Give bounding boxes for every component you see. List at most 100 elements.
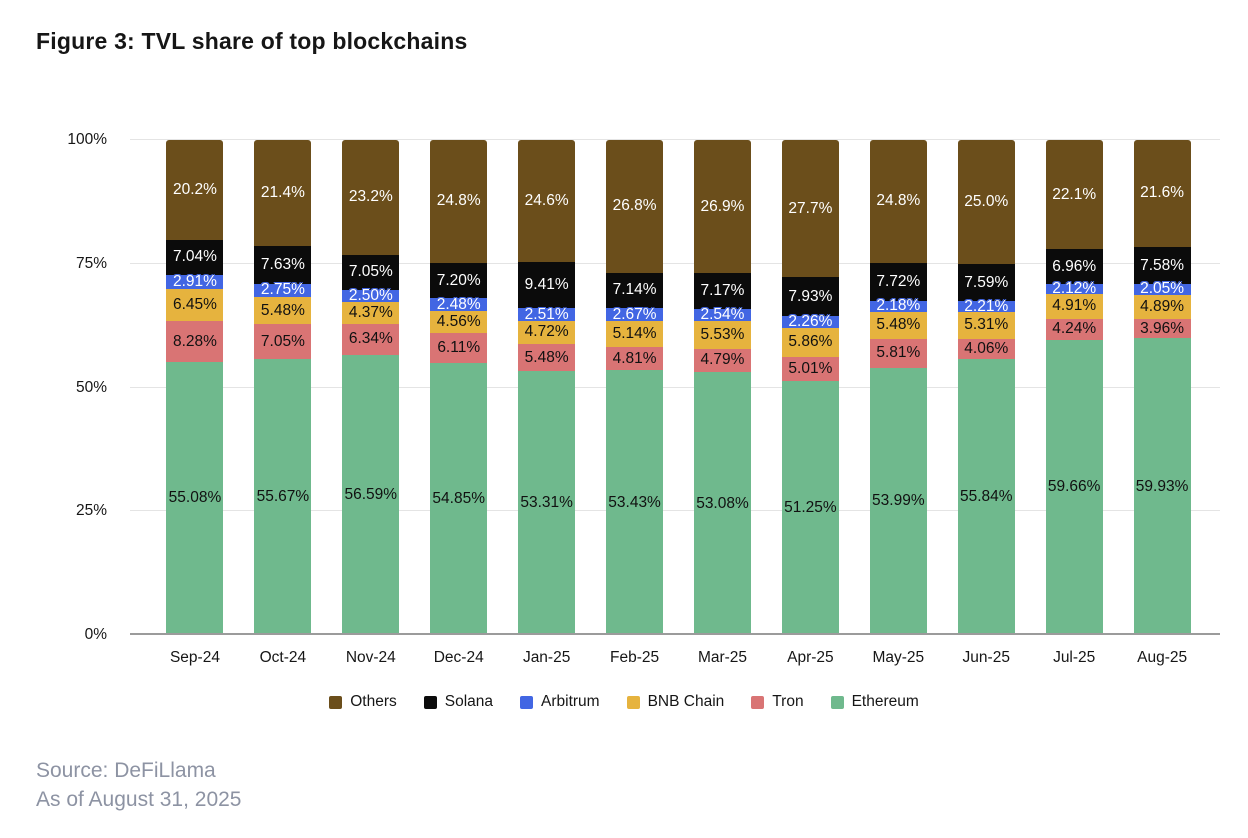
x-axis-tick-label: Nov-24 [345, 649, 396, 666]
x-axis-tick-label: Jul-25 [1053, 649, 1096, 666]
bar-segment-ethereum: 55.08% [166, 362, 224, 635]
bar-segment-ethereum: 53.99% [869, 367, 927, 635]
bar-segment-value-label: 25.0% [964, 192, 1009, 210]
legend-swatch-ethereum [830, 695, 844, 709]
legend-label: Solana [444, 693, 493, 710]
bar-segment-bnb-chain: 4.89% [1133, 294, 1191, 319]
bar-segment-bnb-chain: 5.48% [254, 297, 312, 325]
bar-segment-value-label: 53.43% [608, 493, 661, 511]
bar-segment-ethereum: 55.84% [957, 358, 1015, 636]
bar-segment-bnb-chain: 4.91% [1045, 294, 1103, 319]
bar-segment-value-label: 4.91% [1052, 297, 1097, 315]
x-axis-labels: Sep-24 Oct-24 Nov-24 Dec-24 Jan-25 Feb-25 Mar-… [130, 649, 1220, 667]
bar-segment-value-label: 5.81% [876, 344, 921, 362]
bar-segment-value-label: 26.9% [700, 197, 745, 215]
stacked-bar: 27.7% 7.93% 2.26% 5.86% 5.01% 51.25% [781, 140, 839, 635]
bar-segment-bnb-chain: 4.72% [518, 320, 576, 345]
bar-segment-value-label: 21.6% [1140, 184, 1185, 202]
y-axis-tick-label: 75% [75, 254, 107, 272]
bar-segment-solana: 7.59% [957, 263, 1015, 302]
bar-segment-value-label: 4.81% [612, 349, 657, 367]
bar-segment-bnb-chain: 5.14% [606, 321, 664, 347]
legend-label: Tron [772, 693, 804, 710]
stacked-bar: 24.6% 9.41% 2.51% 4.72% 5.48% 53.31% [518, 140, 576, 636]
bar-segment-value-label: 4.89% [1140, 297, 1185, 315]
bar-segment-value-label: 53.99% [872, 492, 925, 510]
bar-segment-value-label: 2.18% [876, 297, 921, 315]
bar-segment-value-label: 2.26% [788, 312, 833, 330]
bar-segment-tron: 5.01% [781, 356, 839, 382]
x-axis-tick-label: Apr-25 [787, 649, 834, 666]
source-note: Source: DeFiLlama As of August 31, 2025 [36, 757, 242, 814]
stacked-bar: 26.9% 7.17% 2.54% 5.53% 4.79% 53.08% [693, 140, 751, 635]
x-axis-tick-label: Sep-24 [169, 649, 220, 666]
bar-segment-value-label: 7.93% [788, 287, 833, 305]
bar-segment-value-label: 55.08% [168, 489, 222, 507]
bar-segment-tron: 6.11% [430, 333, 488, 364]
bar-segment-value-label: 8.28% [172, 332, 217, 350]
bar-segment-ethereum: 59.66% [1045, 339, 1103, 635]
bar-segment-others: 27.7% [781, 140, 839, 278]
bar-segment-solana: 7.93% [781, 277, 839, 317]
source-line: Source: DeFiLlama [36, 759, 216, 782]
y-axis-tick-label: 0% [84, 626, 107, 643]
bar-segment-tron: 4.81% [606, 346, 664, 371]
legend-swatch-others [329, 695, 343, 709]
bar-segment-bnb-chain: 5.53% [693, 321, 751, 349]
bar-segment-ethereum: 55.67% [254, 359, 312, 635]
bar-segment-value-label: 4.72% [524, 323, 569, 341]
bar-segment-value-label: 24.8% [876, 192, 921, 210]
bar-segment-value-label: 5.48% [876, 316, 921, 334]
bar-segment-value-label: 24.6% [524, 191, 569, 209]
bar-segment-tron: 5.48% [518, 344, 576, 372]
gridline [130, 386, 1220, 388]
bar-segment-value-label: 23.2% [348, 188, 393, 206]
bar-segment-solana: 6.96% [1045, 249, 1103, 284]
bar-segment-value-label: 5.31% [964, 316, 1009, 334]
gridline [130, 262, 1220, 264]
bar-segment-arbitrum: 2.51% [518, 306, 576, 323]
bar-segment-value-label: 27.7% [788, 199, 833, 217]
bar-segment-value-label: 7.59% [964, 273, 1009, 291]
bar-segment-others: 20.2% [166, 140, 224, 240]
x-axis-tick-label: Dec-24 [433, 649, 484, 666]
bar-segment-tron: 5.81% [869, 338, 927, 368]
bar-segment-tron: 7.05% [254, 324, 312, 360]
bar-column-apr-25: 27.7% 7.93% 2.26% 5.86% 5.01% 51.25% [766, 140, 854, 635]
bar-segment-others: 24.6% [518, 140, 576, 262]
bar-segment-value-label: 2.12% [1052, 280, 1097, 298]
x-axis-tick-label: Jan-25 [522, 649, 571, 666]
stacked-bar: 24.8% 7.20% 2.48% 4.56% 6.11% 54.85% [430, 140, 488, 635]
bar-segment-solana: 7.58% [1133, 246, 1191, 285]
x-axis-line [130, 633, 1220, 635]
bar-segment-value-label: 7.72% [876, 272, 921, 290]
bar-segment-value-label: 21.4% [260, 183, 305, 201]
bar-segment-value-label: 7.05% [260, 332, 305, 350]
legend-swatch-solana [423, 695, 437, 709]
figure-title: Figure 3: TVL share of top blockchains [36, 28, 468, 54]
bar-segment-others: 21.6% [1133, 140, 1191, 247]
gridline [130, 139, 1220, 140]
bar-segment-ethereum: 51.25% [781, 381, 839, 635]
bar-segment-value-label: 4.06% [964, 339, 1009, 357]
legend-label: Ethereum [851, 693, 919, 710]
bar-segment-value-label: 4.79% [700, 351, 745, 369]
stacked-bar: 22.1% 6.96% 2.12% 4.91% 4.24% 59.66% [1045, 140, 1103, 635]
bar-segment-value-label: 5.14% [612, 324, 657, 342]
y-axis-tick-label: 100% [67, 131, 107, 148]
bar-column-jan-25: 24.6% 9.41% 2.51% 4.72% 5.48% 53.31% [503, 140, 591, 636]
bar-segment-arbitrum: 2.26% [781, 313, 839, 330]
bar-column-jun-25: 25.0% 7.59% 2.21% 5.31% 4.06% 55.84% [942, 140, 1030, 636]
bar-segment-bnb-chain: 4.56% [430, 310, 488, 334]
bar-segment-value-label: 6.11% [437, 339, 481, 357]
bar-segment-value-label: 2.54% [700, 305, 745, 323]
bar-segment-value-label: 9.41% [524, 276, 569, 294]
bar-segment-tron: 4.06% [957, 338, 1015, 359]
legend-swatch-bnb-chain [626, 695, 640, 709]
bar-segment-value-label: 3.96% [1140, 319, 1185, 337]
bar-segment-value-label: 2.91% [172, 273, 217, 291]
bar-segment-arbitrum: 2.54% [693, 305, 751, 323]
bar-segment-value-label: 51.25% [784, 499, 837, 517]
bar-segment-tron: 8.28% [166, 321, 224, 363]
